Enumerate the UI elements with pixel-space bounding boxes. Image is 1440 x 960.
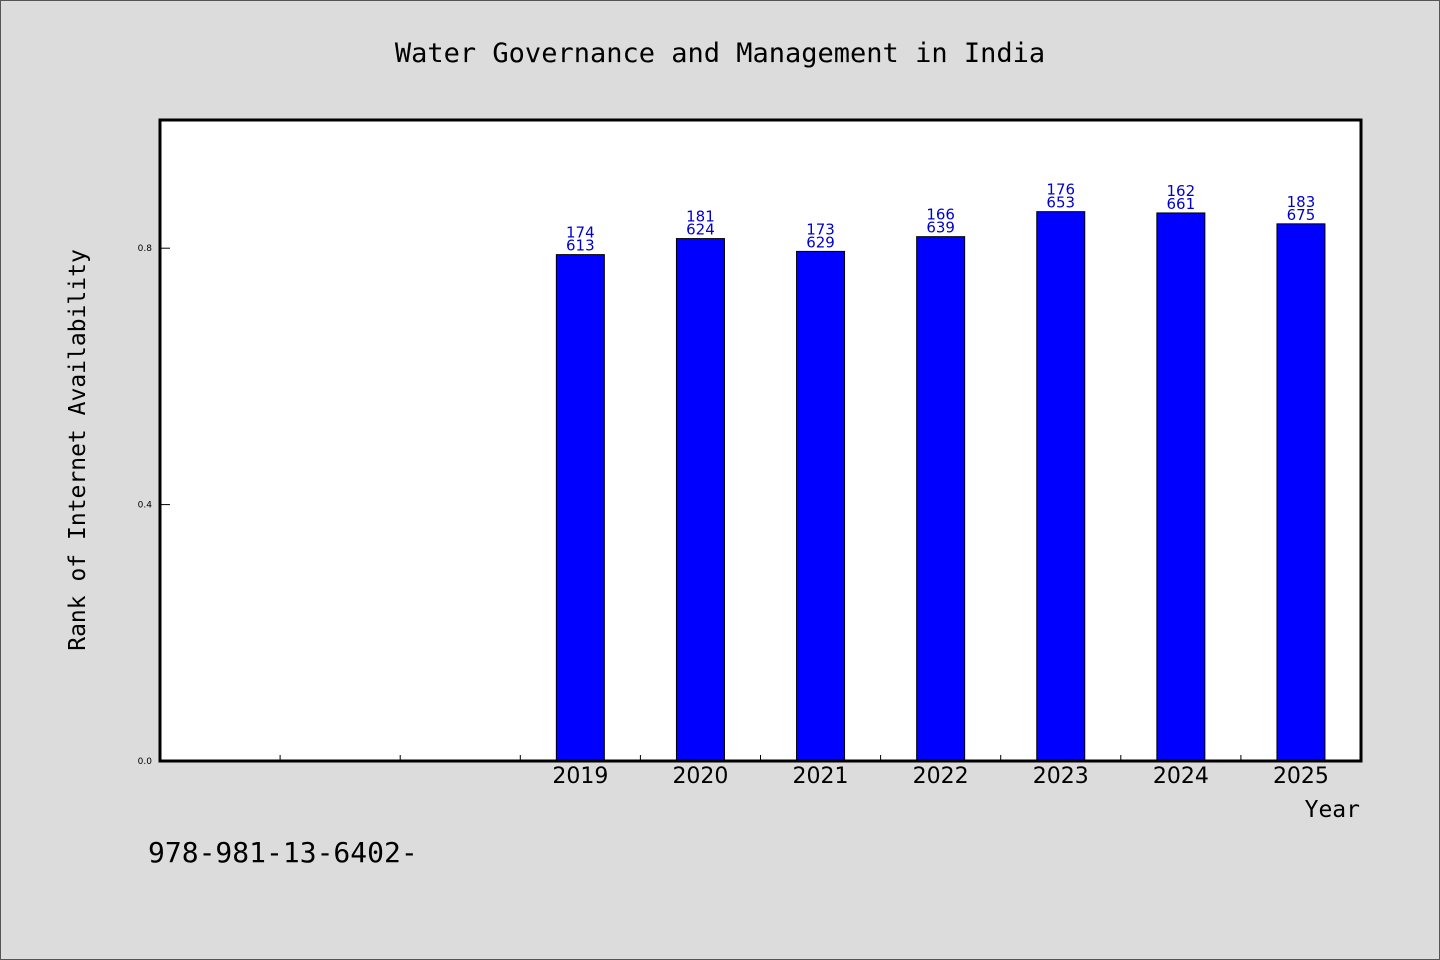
x-axis-label: Year: [1305, 797, 1360, 823]
data-label-2021-1: 173: [806, 220, 835, 238]
x-axis-ticks: 2019 2020 2021 2022 2023 2024 2025: [279, 755, 1329, 789]
data-label-2019-1: 174: [566, 224, 595, 242]
y-axis-label: Rank of Internet Availability: [65, 249, 91, 651]
y-tick-label: 0.0: [138, 757, 153, 767]
data-label-2022-2: 639: [926, 219, 955, 237]
x-tick-label-2019: 2019: [552, 764, 608, 789]
x-tick-label-2020: 2020: [672, 764, 728, 789]
bars-layer: [555, 211, 1326, 762]
footnote-isbn: 978-981-13-6402-: [148, 836, 418, 869]
data-label-2019-2: 613: [566, 237, 595, 255]
plot-border: [158, 118, 1363, 763]
data-label-2023-1: 176: [1046, 181, 1075, 199]
data-label-2020-2: 624: [686, 221, 715, 239]
bar-2021: [796, 250, 846, 762]
data-label-2024-2: 661: [1167, 195, 1196, 213]
y-tick-label: 0.4: [138, 501, 153, 511]
bar-2020: [675, 238, 725, 762]
data-label-2024-1: 162: [1167, 182, 1196, 200]
bar-2022: [916, 236, 966, 762]
data-label-2021-2: 629: [806, 233, 835, 251]
bar-2025: [1276, 223, 1326, 762]
x-tick-label-2021: 2021: [793, 764, 849, 789]
bar-2024: [1156, 212, 1206, 762]
data-label-2022-1: 166: [926, 206, 955, 224]
data-label-2020-1: 181: [686, 208, 715, 226]
x-tick-label-2024: 2024: [1153, 764, 1209, 789]
data-label-2023-2: 653: [1046, 194, 1075, 212]
data-label-2025-2: 675: [1287, 206, 1316, 224]
x-tick-label-2025: 2025: [1273, 764, 1329, 789]
chart-title: Water Governance and Management in India: [395, 38, 1045, 69]
bar-2019: [555, 254, 605, 762]
x-tick-label-2023: 2023: [1033, 764, 1089, 789]
bar-2023: [1036, 211, 1086, 762]
y-tick-label: 0.8: [138, 244, 153, 254]
data-label-2025-1: 183: [1287, 193, 1316, 211]
x-tick-label-2022: 2022: [913, 764, 969, 789]
